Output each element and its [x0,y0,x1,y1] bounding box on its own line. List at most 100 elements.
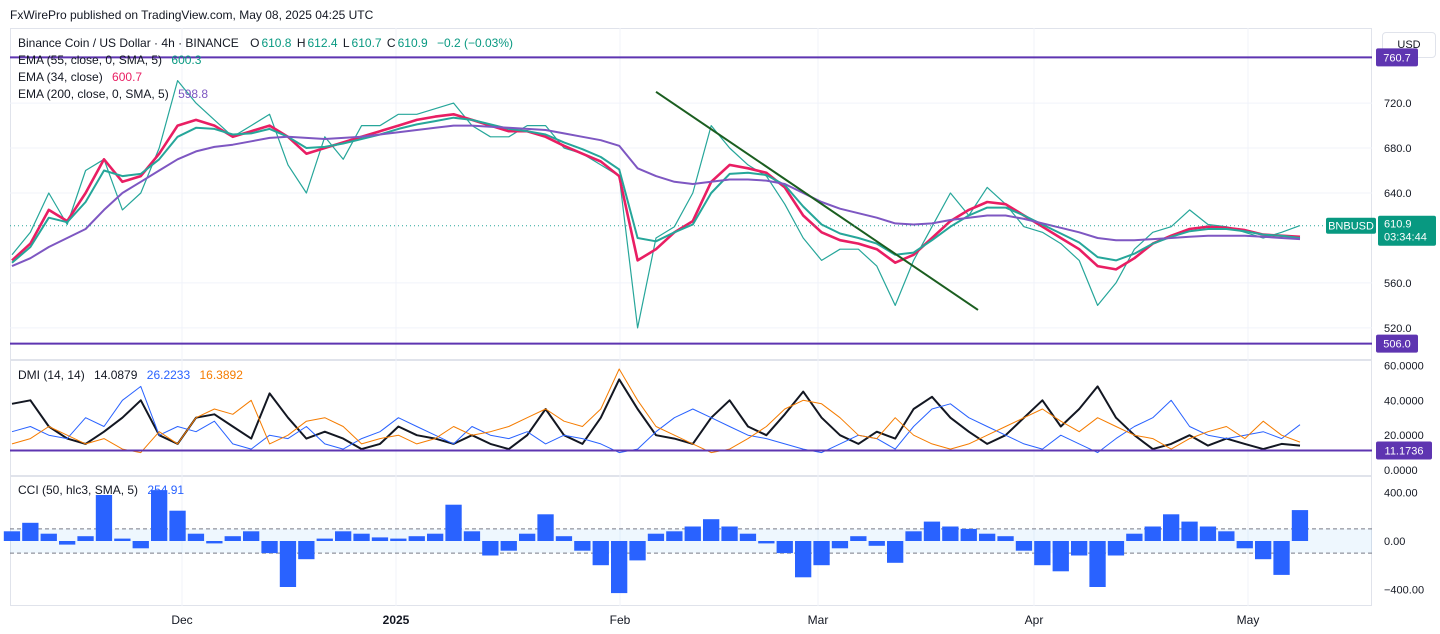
time-axis-label: Dec [171,613,192,627]
cci-bar [905,531,922,541]
cci-bar [611,541,628,594]
price-line [11,79,1301,329]
trendline [655,90,979,311]
ema34-legend: EMA (34, close) 600.7 [18,70,144,84]
dmi-pane[interactable] [10,360,1372,476]
time-axis-label: Feb [610,613,631,627]
ema200-line [11,124,1301,268]
ema200-legend: EMA (200, close, 0, SMA, 5) 598.8 [18,87,210,101]
cci-tick-label: 400.00 [1384,488,1418,500]
cci-bar [758,541,775,544]
cci-bar [353,533,370,541]
cci-bar [703,519,720,541]
cci-bar [1052,541,1069,572]
price-tag-countdown: 03:34:44 [1384,232,1427,244]
cci-bar [1107,541,1125,556]
cci-bar [997,536,1014,541]
cci-bar [316,538,333,541]
change-value: −0.2 (−0.03%) [436,36,514,50]
cci-bar [868,541,885,546]
cci-bar [40,533,57,541]
ema55-value: 600.3 [171,53,202,67]
cci-bar [850,536,867,541]
cci-bar [390,538,407,541]
cci-bar [684,526,701,541]
dmi-level-tag [1376,441,1432,460]
plus-di-value: 26.2233 [146,368,191,382]
cci-tick-label: 0.00 [1384,536,1405,548]
price-tag-value: 610.9 [1384,219,1412,231]
cci-bar [1144,526,1161,541]
price-tick-label: 680.0 [1384,143,1412,155]
minus-di-line [11,368,1301,454]
dmi-tick-label: 40.0000 [1384,395,1424,407]
cci-bar [979,533,996,541]
high-value: 612.4 [307,36,338,50]
cci-bar [3,531,21,541]
level-tag-label: 760.7 [1383,52,1411,64]
main-legend: Binance Coin / US Dollar · 4h · BINANCE … [18,36,515,50]
cci-bar [169,510,186,541]
cci-bar [739,533,757,541]
dmi-legend: DMI (14, 14) 14.0879 26.2233 16.3892 [18,368,245,382]
time-axis-label: May [1237,613,1260,627]
low-value: 610.7 [351,36,382,50]
dmi-level-tag-label: 11.1736 [1385,446,1424,458]
cci-bar [647,533,665,541]
symbol-tag [1326,217,1376,234]
price-tick-label: 640.0 [1384,188,1412,200]
cci-bar [298,541,315,560]
open-value: 610.8 [261,36,292,50]
cci-bar [555,536,573,541]
low-label: L [342,36,350,50]
cci-bar [22,522,39,541]
cci-bar [519,533,536,541]
cci-tick-label: −400.00 [1384,584,1424,596]
cci-bar [887,541,904,563]
cci-bar [187,533,205,541]
cci-bar [132,541,149,549]
price-tick-label: 560.0 [1384,278,1412,290]
adx-line [11,378,1301,451]
cci-bar [206,541,223,544]
cci-bar [243,531,260,541]
cci-bar [1273,541,1290,575]
cci-bar [59,541,76,545]
price-tick-label: 720.0 [1384,98,1412,110]
ema55-label: EMA (55, close, 0, SMA, 5) [18,53,163,67]
cci-bar [629,541,646,561]
cci-bar [592,541,609,566]
level-tag [1376,334,1418,353]
cci-bar [151,490,168,541]
cci-bar [574,541,591,551]
cci-bar [261,541,278,554]
dmi-tick-label: 20.0000 [1384,430,1424,442]
cci-bar [500,541,517,551]
cci-bar [371,537,389,541]
cci-bar [445,504,462,541]
cci-bar [1236,541,1253,549]
cci-bar [721,526,738,541]
cci-bar [279,541,297,587]
minus-di-value: 16.3892 [199,368,243,382]
cci-bar [77,536,94,541]
cci-label: CCI (50, hlc3, SMA, 5) [18,483,139,497]
level-tag-label: 506.0 [1383,339,1411,351]
price-pane[interactable] [10,28,1372,360]
cci-bar [1015,541,1033,551]
ema55-legend: EMA (55, close, 0, SMA, 5) 600.3 [18,53,203,67]
high-label: H [296,36,306,50]
cci-legend: CCI (50, hlc3, SMA, 5) 254.91 [18,483,186,497]
cci-bar [95,495,113,541]
ema200-value: 598.8 [178,87,209,101]
cci-bar [960,528,977,541]
cci-bar [831,541,849,549]
cci-bar [537,514,554,541]
close-value: 610.9 [397,36,428,50]
cci-bar [813,541,830,566]
ema55-line [11,116,1301,264]
cci-bar [482,541,499,556]
publisher-header: FxWirePro published on TradingView.com, … [10,8,374,22]
